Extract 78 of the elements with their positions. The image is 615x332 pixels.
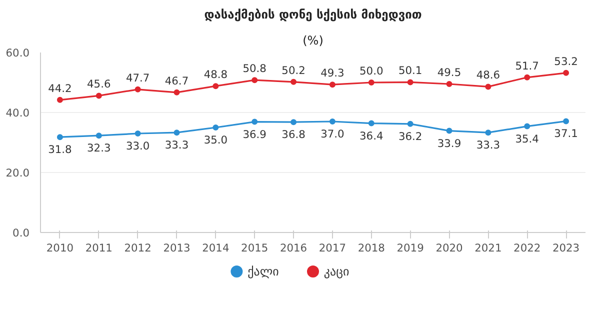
- point: [252, 77, 258, 84]
- x-tick-label: 2016: [280, 242, 308, 254]
- data-label: 33.9: [437, 136, 462, 150]
- data-label: 47.7: [126, 71, 150, 84]
- x-tick-label: 2021: [474, 242, 502, 254]
- data-label: 49.5: [437, 66, 462, 79]
- point: [524, 74, 530, 80]
- x-tick-label: 2013: [163, 242, 190, 254]
- y-tick-label: 40.0: [6, 106, 30, 120]
- point: [329, 118, 336, 124]
- x-tick-label: 2011: [85, 242, 112, 254]
- point: [524, 123, 530, 130]
- x-tick-label: 2019: [396, 242, 424, 254]
- data-label: 36.2: [398, 130, 422, 143]
- point: [407, 120, 414, 127]
- data-label: 51.7: [515, 59, 539, 72]
- x-tick-label: 2012: [124, 242, 152, 254]
- point: [368, 80, 374, 86]
- data-label: 50.2: [282, 64, 306, 77]
- point: [134, 130, 141, 136]
- x-tick-label: 2020: [436, 242, 464, 254]
- x-tick-label: 2022: [514, 242, 541, 254]
- data-label: 32.3: [87, 142, 111, 155]
- data-label: 35.4: [515, 132, 540, 146]
- point: [174, 89, 180, 96]
- data-label: 37.0: [320, 128, 345, 140]
- data-label: 36.4: [360, 129, 384, 142]
- point: [446, 128, 452, 134]
- x-tick-label: 2023: [552, 242, 580, 254]
- point: [329, 82, 336, 88]
- chart-subtitle: (%): [302, 34, 324, 48]
- point: [56, 134, 63, 140]
- data-label: 48.6: [476, 68, 500, 82]
- point: [212, 83, 219, 90]
- legend-label: ქალი: [248, 264, 279, 278]
- point: [290, 119, 297, 126]
- point: [56, 96, 63, 103]
- point: [212, 124, 219, 130]
- data-label: 45.6: [87, 78, 111, 91]
- data-label: 46.7: [164, 74, 189, 88]
- x-tick-label: 2018: [358, 242, 386, 254]
- data-label: 50.8: [242, 62, 267, 76]
- y-tick-label: 0.0: [12, 226, 30, 240]
- data-label: 33.3: [476, 138, 500, 152]
- point: [563, 118, 570, 124]
- point: [290, 78, 297, 85]
- data-label: 37.1: [554, 127, 578, 140]
- point: [96, 92, 102, 99]
- data-label: 33.3: [164, 138, 189, 152]
- data-label: 44.2: [48, 82, 72, 95]
- point: [96, 132, 102, 139]
- x-tick-label: 2014: [202, 242, 230, 254]
- chart-title: დასაქმების დონე სქესის მიხედვით: [204, 8, 422, 22]
- y-tick-label: 20.0: [6, 166, 30, 180]
- x-tick-label: 2010: [46, 242, 74, 254]
- y-tick-label: 60.0: [6, 46, 30, 60]
- data-label: 50.1: [398, 64, 422, 78]
- data-label: 50.0: [360, 64, 384, 78]
- x-tick-label: 2017: [318, 242, 346, 254]
- x-tick-label: 2015: [241, 242, 268, 254]
- data-label: 48.8: [204, 68, 228, 82]
- point: [407, 79, 414, 86]
- data-label: 36.8: [282, 128, 306, 142]
- point: [252, 118, 258, 125]
- point: [134, 86, 141, 92]
- point: [485, 84, 492, 90]
- point: [174, 130, 180, 136]
- data-label: 36.9: [242, 128, 267, 141]
- data-label: 53.2: [554, 54, 578, 68]
- point: [446, 81, 452, 87]
- point: [368, 120, 374, 126]
- point: [485, 130, 492, 136]
- data-label: 49.3: [320, 66, 344, 80]
- legend-label: კაცი: [324, 264, 350, 278]
- point: [563, 70, 570, 76]
- data-label: 33.0: [126, 140, 150, 152]
- data-label: 31.8: [48, 143, 72, 156]
- data-label: 35.0: [204, 134, 228, 146]
